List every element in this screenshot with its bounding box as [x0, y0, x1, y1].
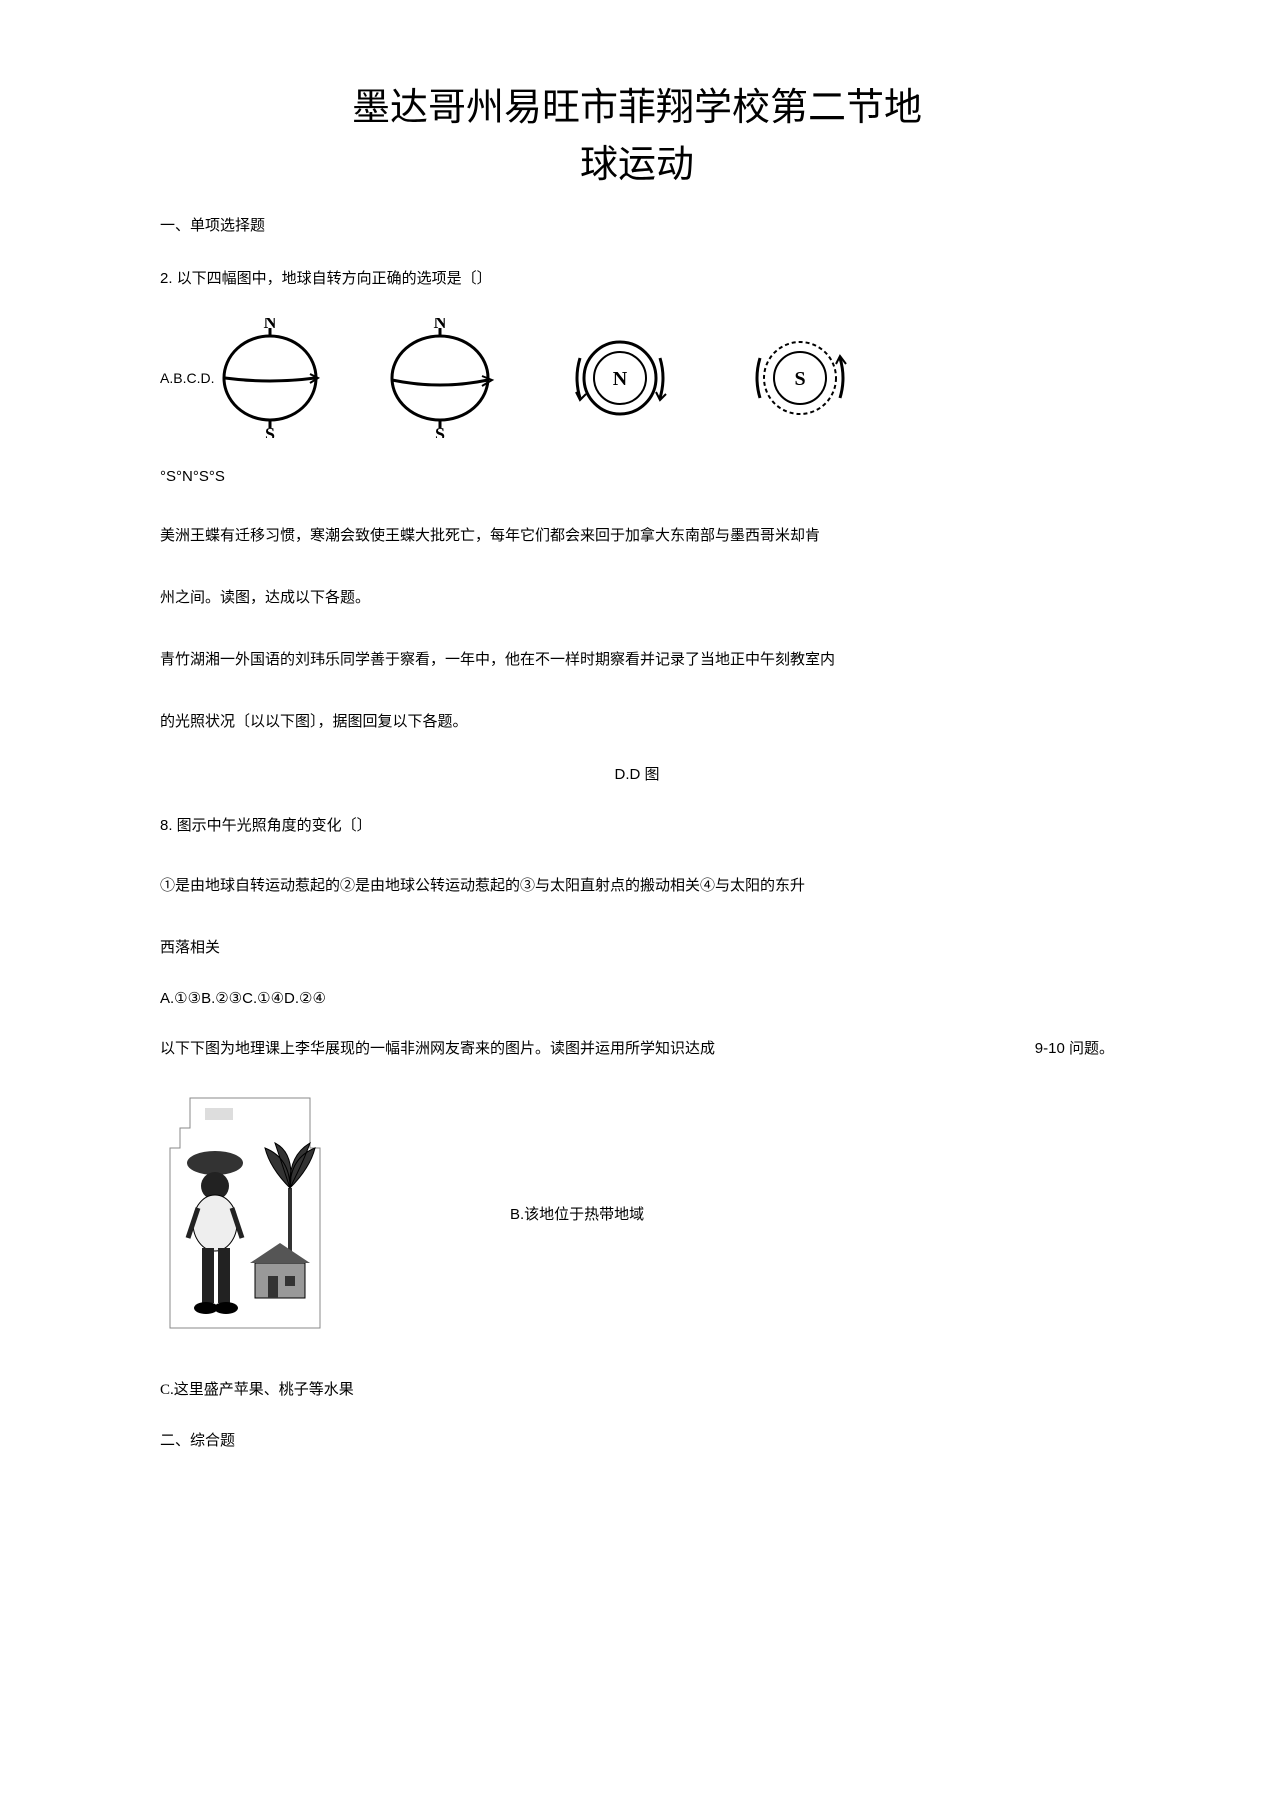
africa-intro-row: 以下下图为地理课上李华展现的一幅非洲网友寄来的图片。读图并运用所学知识达成 9-…	[160, 1037, 1114, 1058]
question-8-options: A.①③B.②③C.①④D.②④	[160, 989, 1114, 1007]
option-b-text: B.该地位于热带地域	[510, 1203, 644, 1224]
svg-text:S: S	[265, 424, 275, 438]
option-b-label: B.该地位于热带地域	[510, 1206, 644, 1223]
diagrams-row: A.B.C.D. N S N S N S	[160, 318, 1114, 438]
paragraph-student-1: 青竹湖湘一外国语的刘玮乐同学善于察看，一年中，他在不一样时期察看并记录了当地正中…	[160, 639, 1114, 681]
africa-photo-illustration	[160, 1088, 330, 1338]
paragraph-butterfly-1: 美洲王蝶有迁移习惯，寒潮会致使王蝶大批死亡，每年它们都会来回于加拿大东南部与墨西…	[160, 515, 1114, 557]
section-1-header: 一、单项选择题	[160, 214, 1114, 235]
question-2: 2. 以下四幅图中，地球自转方向正确的选项是〔〕	[160, 265, 1114, 293]
question-8: 8. 图示中午光照角度的变化〔〕	[160, 814, 1114, 835]
option-c-label: C.这里盛产苹果、桃子等水果	[160, 1382, 354, 1398]
svg-text:N: N	[434, 318, 447, 332]
statements-line-1: ①是由地球自转运动惹起的②是由地球公转运动惹起的③与太阳直射点的搬动相关④与太阳…	[160, 865, 1114, 907]
diagram-a-wrap: A.B.C.D. N S	[160, 318, 330, 438]
diagram-a-globe-icon: N S	[210, 318, 330, 438]
diagram-d-globe-icon: S	[730, 328, 870, 428]
paragraph-student-2: 的光照状况〔以以下图〕，据图回复以下各题。	[160, 701, 1114, 743]
q8-text: 8. 图示中午光照角度的变化〔〕	[160, 817, 372, 834]
page-title: 墨达哥州易旺市菲翔学校第二节地 球运动	[160, 80, 1114, 194]
paragraph-butterfly-2: 州之间。读图，达成以下各题。	[160, 577, 1114, 619]
title-line-2: 球运动	[580, 144, 694, 186]
statements-line-2: 西落相关	[160, 927, 1114, 969]
degree-caption: °S°N°S°S	[160, 468, 1114, 485]
africa-intro-text: 以下下图为地理课上李华展现的一幅非洲网友寄来的图片。读图并运用所学知识达成	[160, 1037, 715, 1058]
svg-text:S: S	[794, 368, 805, 390]
title-line-1: 墨达哥州易旺市菲翔学校第二节地	[352, 87, 922, 129]
q2-text: 2. 以下四幅图中，地球自转方向正确的选项是〔〕	[160, 270, 492, 287]
section-2-header: 二、综合题	[160, 1429, 1114, 1450]
diagram-options-label: A.B.C.D.	[160, 370, 214, 386]
option-c-text: C.这里盛产苹果、桃子等水果	[160, 1378, 1114, 1399]
diagram-c-globe-icon: N	[550, 328, 690, 428]
answer-dd-text: D.D 图	[160, 763, 1114, 784]
svg-text:N: N	[264, 318, 277, 332]
question-range-ref: 9-10 问题。	[1035, 1037, 1114, 1058]
diagram-b-globe-icon: N S	[370, 318, 510, 438]
africa-image-row: B.该地位于热带地域	[160, 1088, 1114, 1338]
svg-text:N: N	[613, 368, 628, 390]
svg-text:S: S	[435, 424, 445, 438]
